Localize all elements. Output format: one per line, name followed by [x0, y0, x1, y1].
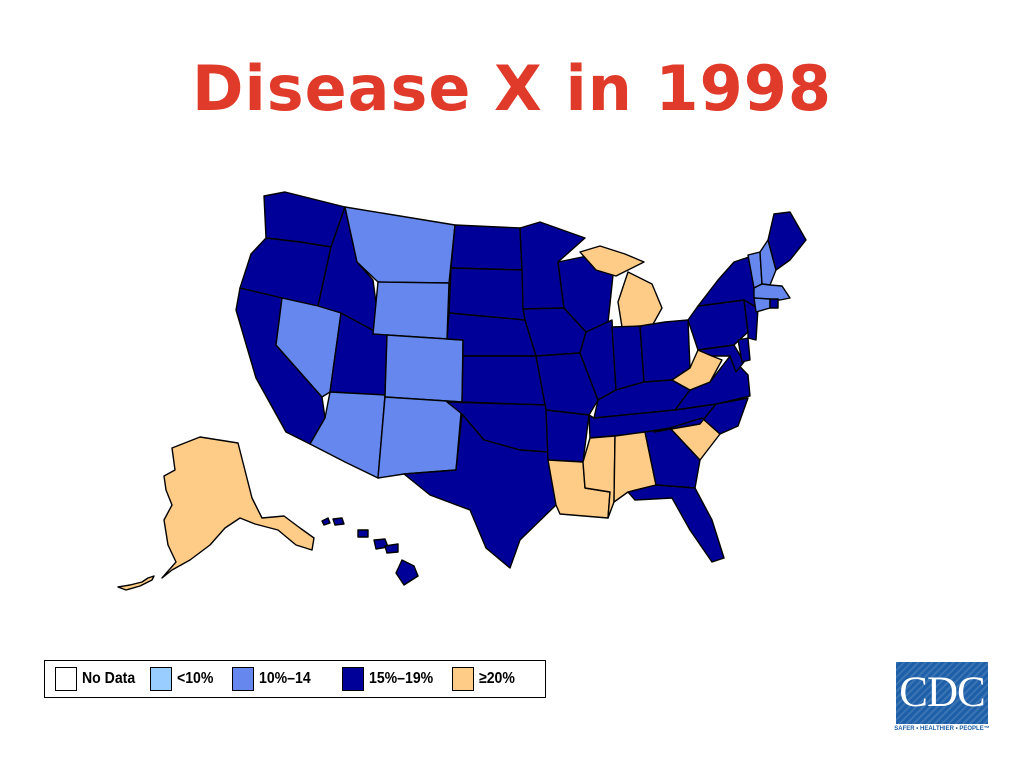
cdc-logo-text: CDC — [899, 669, 985, 716]
map-title: Disease X in 1998 — [192, 52, 832, 125]
legend-swatch-15to19 — [342, 667, 364, 691]
cdc-logo-tagline: SAFER • HEALTHIER • PEOPLE™ — [894, 726, 990, 732]
state-north-carolina — [653, 397, 749, 435]
legend-label-ge20: ≥20% — [479, 670, 515, 687]
state-hawaii-kauai — [321, 517, 331, 526]
state-michigan — [617, 271, 663, 328]
state-arkansas — [545, 409, 590, 463]
state-connecticut — [753, 297, 771, 313]
state-new-mexico — [377, 396, 463, 479]
state-hawaii-molokai — [357, 529, 369, 538]
state-missouri — [535, 352, 599, 416]
state-new-hampshire — [759, 239, 777, 286]
state-michigan-up — [579, 245, 645, 277]
legend-label-lt10: <10% — [177, 670, 214, 687]
state-north-dakota — [450, 224, 523, 271]
state-alaska-islands — [117, 575, 155, 591]
state-maryland — [697, 344, 745, 373]
legend-label-15to19: 15%–19% — [369, 670, 434, 687]
legend-label-10to14: 10%–14 — [259, 670, 311, 687]
state-colorado — [384, 334, 464, 403]
legend-swatch-no-data — [55, 667, 77, 691]
state-west-virginia — [671, 349, 723, 391]
state-texas — [403, 413, 557, 569]
state-maine — [767, 211, 807, 271]
cdc-logo-box: CDC — [896, 662, 988, 724]
cdc-logo: CDC SAFER • HEALTHIER • PEOPLE™ — [894, 662, 990, 734]
legend-label-no-data: No Data — [82, 670, 136, 687]
state-south-dakota — [448, 267, 526, 321]
legend-swatch-10to14 — [232, 667, 254, 691]
state-indiana — [611, 325, 645, 391]
state-alaska — [161, 436, 315, 579]
state-kansas — [461, 355, 547, 406]
state-delaware — [737, 337, 751, 363]
state-florida — [627, 484, 725, 563]
state-wyoming — [372, 281, 450, 340]
legend-swatch-ge20 — [452, 667, 474, 691]
state-hawaii-lanai — [384, 543, 399, 554]
us-choropleth-map — [117, 191, 807, 591]
state-massachusetts — [753, 283, 791, 301]
state-hawaii-oahu — [332, 517, 345, 526]
state-rhode-island — [769, 298, 779, 309]
state-hawaii-big-island — [395, 559, 419, 586]
legend-swatch-lt10 — [150, 667, 172, 691]
legend: No Data <10% 10%–14 15%–19% ≥20% — [44, 660, 546, 698]
